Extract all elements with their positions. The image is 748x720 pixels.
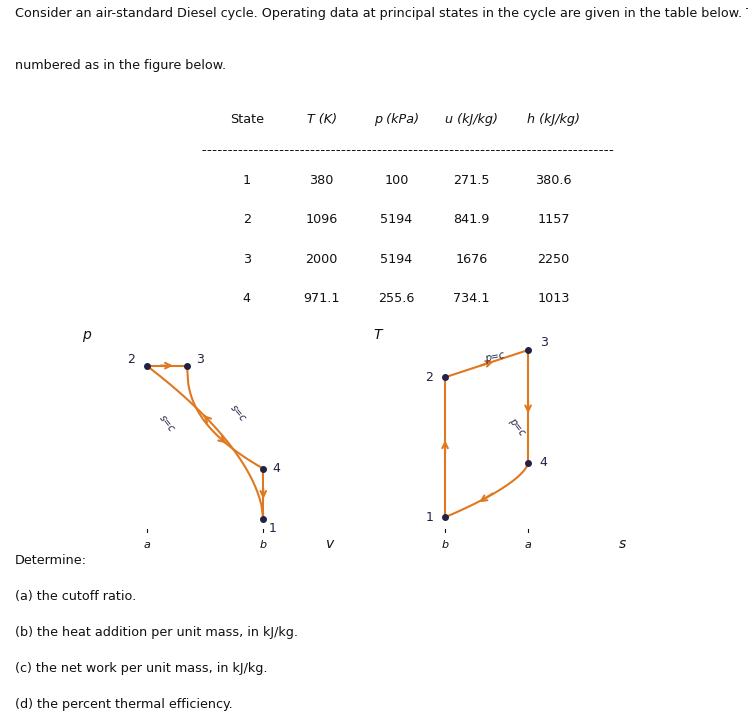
Text: s: s: [619, 537, 626, 552]
Text: 2: 2: [127, 354, 135, 366]
Text: (c) the net work per unit mass, in kJ/kg.: (c) the net work per unit mass, in kJ/kg…: [15, 662, 268, 675]
Text: 1: 1: [243, 174, 251, 187]
Text: 3: 3: [197, 354, 204, 366]
Text: p (kPa): p (kPa): [374, 113, 419, 126]
Text: 380: 380: [310, 174, 334, 187]
Text: 734.1: 734.1: [453, 292, 489, 305]
Text: p=c: p=c: [484, 350, 505, 364]
Text: 255.6: 255.6: [378, 292, 414, 305]
Text: 2250: 2250: [537, 253, 570, 266]
Text: T (K): T (K): [307, 113, 337, 126]
Text: 971.1: 971.1: [304, 292, 340, 305]
Text: v: v: [326, 537, 335, 552]
Text: b: b: [260, 540, 267, 550]
Text: 841.9: 841.9: [453, 213, 489, 226]
Text: numbered as in the figure below.: numbered as in the figure below.: [15, 58, 226, 72]
Text: a: a: [143, 540, 150, 550]
Text: Consider an air-standard Diesel cycle. Operating data at principal states in the: Consider an air-standard Diesel cycle. O…: [15, 7, 748, 20]
Text: 1: 1: [269, 523, 276, 536]
Text: 2: 2: [243, 213, 251, 226]
Text: (d) the percent thermal efficiency.: (d) the percent thermal efficiency.: [15, 698, 233, 711]
Text: 2000: 2000: [305, 253, 338, 266]
Text: 4: 4: [540, 456, 548, 469]
Text: 4: 4: [243, 292, 251, 305]
Text: 4: 4: [273, 462, 280, 475]
Text: 1676: 1676: [455, 253, 488, 266]
Text: Determine:: Determine:: [15, 554, 87, 567]
Text: 1013: 1013: [537, 292, 570, 305]
Text: 380.6: 380.6: [536, 174, 571, 187]
Text: p=c: p=c: [507, 416, 527, 438]
Text: 5194: 5194: [380, 213, 413, 226]
Text: 2: 2: [426, 371, 433, 384]
Text: 3: 3: [243, 253, 251, 266]
Text: State: State: [230, 113, 264, 126]
Text: T: T: [373, 328, 382, 341]
Text: 1: 1: [426, 510, 433, 523]
Text: p: p: [82, 328, 91, 341]
Text: u (kJ/kg): u (kJ/kg): [445, 113, 497, 126]
Text: 1157: 1157: [537, 213, 570, 226]
Text: h (kJ/kg): h (kJ/kg): [527, 113, 580, 126]
Text: 1096: 1096: [305, 213, 338, 226]
Text: s=c: s=c: [229, 403, 248, 424]
Text: a: a: [524, 540, 532, 550]
Text: 100: 100: [384, 174, 408, 187]
Text: 271.5: 271.5: [453, 174, 489, 187]
Text: 5194: 5194: [380, 253, 413, 266]
Text: b: b: [441, 540, 449, 550]
Text: 3: 3: [540, 336, 548, 348]
Text: s=c: s=c: [157, 413, 177, 433]
Text: (a) the cutoff ratio.: (a) the cutoff ratio.: [15, 590, 136, 603]
Text: (b) the heat addition per unit mass, in kJ/kg.: (b) the heat addition per unit mass, in …: [15, 626, 298, 639]
